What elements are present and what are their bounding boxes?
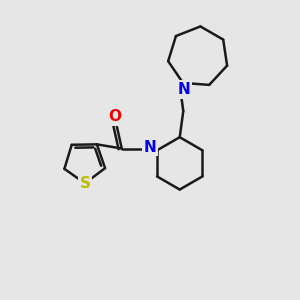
Text: O: O	[108, 109, 121, 124]
Text: N: N	[144, 140, 156, 154]
Text: S: S	[80, 176, 91, 191]
Text: N: N	[177, 82, 190, 97]
